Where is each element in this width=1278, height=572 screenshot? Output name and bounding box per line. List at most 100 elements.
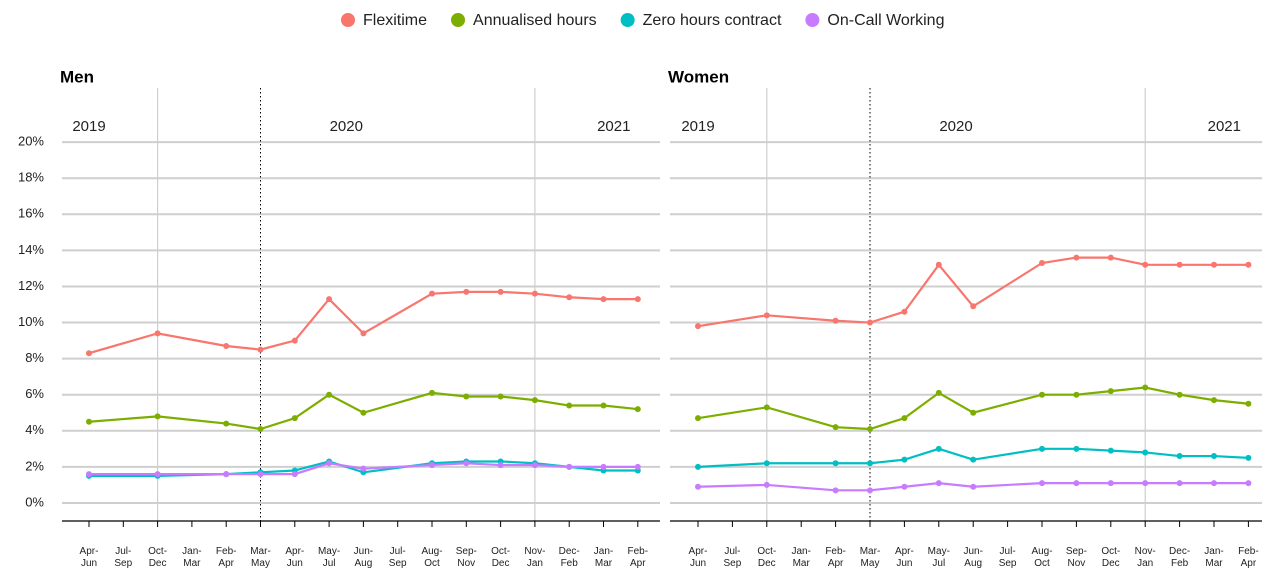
y-tick-label: 16%	[18, 206, 44, 221]
series-point	[497, 393, 504, 400]
series-point	[1039, 480, 1045, 487]
x-tick-label: Oct-Dec	[1101, 546, 1120, 569]
series-point	[360, 330, 367, 337]
x-tick-label: Jul-Sep	[389, 546, 407, 569]
x-tick-label: Apr-Jun	[285, 546, 304, 569]
series-line	[88, 290, 638, 355]
legend-marker	[620, 13, 635, 27]
series-point	[566, 294, 573, 301]
series-point	[463, 288, 470, 295]
series-point	[326, 460, 333, 467]
series-point	[257, 425, 264, 432]
series-point	[291, 471, 298, 478]
series-point	[429, 462, 435, 469]
year-label: 2020	[939, 118, 972, 135]
series-point	[935, 445, 942, 452]
y-tick-label: 14%	[18, 242, 44, 257]
series-point	[1176, 261, 1183, 268]
series-point	[600, 402, 607, 409]
series-point	[1176, 480, 1183, 487]
x-tick-label: Nov-Jan	[1135, 546, 1156, 569]
series-point	[154, 413, 161, 420]
x-tick-label: Apr-Jun	[80, 546, 99, 569]
series-point	[154, 330, 161, 337]
y-tick-label: 18%	[18, 170, 44, 185]
y-tick-label: 0%	[25, 494, 44, 509]
series-point	[901, 308, 908, 315]
series-point	[1107, 254, 1114, 261]
series-point	[1211, 397, 1217, 404]
year-label: 2020	[330, 118, 363, 135]
year-label: 2019	[72, 118, 105, 135]
y-tick-label: 2%	[25, 458, 44, 473]
x-tick-label: Feb-Apr	[628, 546, 649, 569]
x-tick-label: Jan-Mar	[1204, 546, 1223, 569]
y-tick-label: 20%	[18, 134, 44, 149]
series-point	[695, 323, 701, 330]
panel-title: Women	[668, 67, 729, 86]
year-label: 2019	[681, 118, 714, 135]
series-point	[867, 319, 873, 326]
year-label: 2021	[1208, 118, 1241, 135]
series-point	[695, 463, 701, 470]
series-point	[1073, 480, 1080, 487]
series-point	[257, 471, 264, 478]
series-point	[634, 463, 641, 470]
series-point	[1245, 400, 1252, 407]
series-line: On-Call Working	[697, 482, 1249, 492]
x-tick-label: Oct-Dec	[148, 546, 167, 569]
series-point	[531, 290, 538, 297]
y-tick-label: 4%	[25, 422, 44, 437]
series-point	[832, 487, 839, 494]
x-tick-label: Feb-Apr	[1238, 546, 1259, 569]
legend-marker	[805, 13, 820, 27]
series-point	[970, 409, 977, 416]
series-point	[326, 391, 333, 398]
legend-label: Zero hours contract	[643, 12, 782, 29]
x-tick-label: May-Jul	[318, 546, 340, 569]
series-point	[763, 460, 770, 467]
legend-label: On-Call Working	[827, 12, 944, 29]
series-point	[867, 425, 873, 432]
x-tick-label: Jan-Mar	[182, 546, 201, 569]
series-point	[970, 483, 977, 490]
x-tick-label: Jul-Sep	[724, 546, 742, 569]
series-point	[1142, 449, 1149, 456]
x-tick-label: Dec-Feb	[559, 546, 580, 569]
series-point	[1039, 391, 1045, 398]
series-point	[86, 350, 92, 357]
x-tick-label: Jan-Mar	[791, 546, 810, 569]
x-tick-label: Nov-Jan	[524, 546, 545, 569]
x-tick-label: Apr-Jun	[689, 546, 708, 569]
series-line	[89, 462, 638, 476]
series-point	[1073, 254, 1080, 261]
series-point	[600, 463, 607, 470]
legend-marker	[451, 13, 466, 27]
series-point	[429, 290, 435, 297]
series-point	[257, 346, 264, 353]
series-point	[763, 404, 770, 411]
series-line: Flexitime	[697, 256, 1249, 328]
series-point	[1176, 391, 1183, 398]
series-point	[1142, 261, 1149, 268]
series-point	[223, 420, 230, 427]
series-point	[901, 415, 908, 422]
year-label: 2021	[597, 118, 630, 135]
series-point	[291, 415, 298, 422]
series-point	[1039, 260, 1045, 267]
series-point	[935, 261, 942, 268]
series-point	[1245, 454, 1252, 461]
series-point	[634, 406, 641, 413]
series-point	[1107, 388, 1114, 395]
series-point	[901, 483, 908, 490]
x-tick-label: Jun-Aug	[963, 546, 982, 569]
series-point	[1176, 453, 1183, 460]
x-tick-label: Jan-Mar	[594, 546, 613, 569]
series-point	[566, 402, 573, 409]
x-tick-label: Dec-Feb	[1169, 546, 1190, 569]
series-point	[832, 424, 839, 431]
x-tick-label: Mar-May	[860, 546, 881, 569]
series-point	[763, 481, 770, 488]
series-point	[86, 418, 92, 425]
